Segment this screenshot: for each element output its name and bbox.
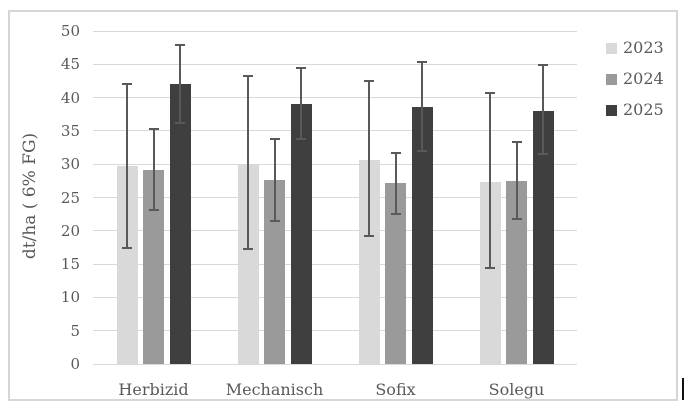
y-tick-label: 30 (60, 155, 80, 174)
error-bar-cap-top (148, 127, 159, 130)
bar-sofix-2023 (358, 160, 380, 364)
error-bar-cap-bottom (243, 248, 253, 251)
y-tick-label: 15 (60, 255, 80, 274)
gridline (93, 30, 577, 32)
category-label-herbizid: Herbizid (118, 380, 189, 399)
gridline (93, 63, 577, 65)
y-tick-label: 25 (60, 188, 80, 207)
bar-solegu-2025 (532, 110, 554, 364)
y-tick-label: 5 (70, 321, 80, 340)
gridline (93, 163, 577, 165)
bar-mechanisch-2024 (264, 180, 285, 364)
error-bar-cap-bottom (148, 209, 159, 212)
error-bar-cap-bottom (538, 152, 548, 155)
legend-swatch-icon (606, 42, 617, 54)
legend-label: 2023 (623, 38, 664, 57)
error-bar-cap-top (390, 152, 401, 155)
error-bar (179, 44, 181, 124)
bar-herbizid-2024 (143, 169, 164, 364)
legend-label: 2025 (623, 100, 664, 119)
error-bar-cap-top (417, 60, 427, 63)
y-tick-label: 20 (60, 221, 80, 240)
category-label-solegu: Solegu (488, 380, 545, 399)
bar-sofix-2025 (411, 106, 433, 364)
legend-item-2024: 2024 (606, 70, 664, 88)
error-bar-cap-top (243, 74, 253, 77)
legend-swatch-icon (606, 104, 617, 116)
gridline (93, 97, 577, 99)
bar-mechanisch-2023 (237, 164, 259, 364)
y-tick-label: 40 (60, 88, 80, 107)
legend-item-2023: 2023 (606, 39, 664, 57)
error-bar (247, 74, 249, 251)
bar-herbizid-2025 (169, 84, 191, 364)
legend: 2023 2024 2025 (606, 39, 664, 132)
error-bar-cap-bottom (390, 213, 401, 216)
error-bar-cap-top (122, 82, 132, 85)
chart-frame (8, 10, 678, 401)
category-label-mechanisch: Mechanisch (225, 380, 324, 399)
bar-herbizid-2023 (116, 166, 138, 364)
legend-label: 2024 (623, 69, 664, 88)
y-tick-label: 50 (60, 22, 80, 40)
error-bar-cap-top (175, 44, 185, 47)
error-bar (300, 66, 302, 141)
error-bar-cap-bottom (175, 121, 185, 124)
text-caret (682, 378, 684, 400)
error-bar-cap-bottom (364, 234, 374, 237)
error-bar-cap-bottom (296, 138, 306, 141)
error-bar (368, 80, 370, 237)
gridline (93, 197, 577, 198)
y-tick-label: 45 (60, 55, 80, 74)
category-label-sofix: Sofix (375, 380, 416, 399)
error-bar-cap-top (511, 140, 522, 143)
error-bar (421, 60, 423, 153)
error-bar (394, 152, 397, 216)
error-bar-cap-bottom (122, 247, 132, 250)
y-tick-label: 10 (60, 288, 80, 307)
error-bar (273, 138, 276, 223)
legend-item-2025: 2025 (606, 101, 664, 119)
error-bar-cap-bottom (485, 267, 495, 270)
gridline (93, 296, 577, 298)
error-bar-cap-top (485, 92, 495, 95)
error-bar-cap-bottom (511, 218, 522, 221)
legend-swatch-icon (606, 73, 617, 85)
error-bar-cap-bottom (417, 150, 427, 153)
gridline (93, 263, 577, 265)
bar-solegu-2024 (506, 180, 527, 364)
error-bar-cap-top (538, 64, 548, 67)
error-bar (126, 82, 128, 250)
bar-sofix-2024 (385, 182, 406, 364)
gridline (93, 363, 577, 365)
error-bar-cap-bottom (269, 220, 280, 223)
gridline (93, 130, 577, 132)
error-bar (542, 64, 544, 155)
error-bar-cap-top (364, 80, 374, 83)
y-tick-label: 0 (70, 355, 80, 373)
gridline (93, 330, 577, 332)
error-bar (515, 140, 518, 221)
bar-mechanisch-2025 (290, 104, 312, 364)
error-bar (152, 127, 155, 212)
gridline (93, 230, 577, 232)
y-tick-label: 35 (60, 121, 80, 140)
error-bar-cap-top (269, 138, 280, 141)
error-bar-cap-top (296, 66, 306, 69)
error-bar (489, 92, 491, 270)
bar-solegu-2023 (479, 181, 501, 364)
